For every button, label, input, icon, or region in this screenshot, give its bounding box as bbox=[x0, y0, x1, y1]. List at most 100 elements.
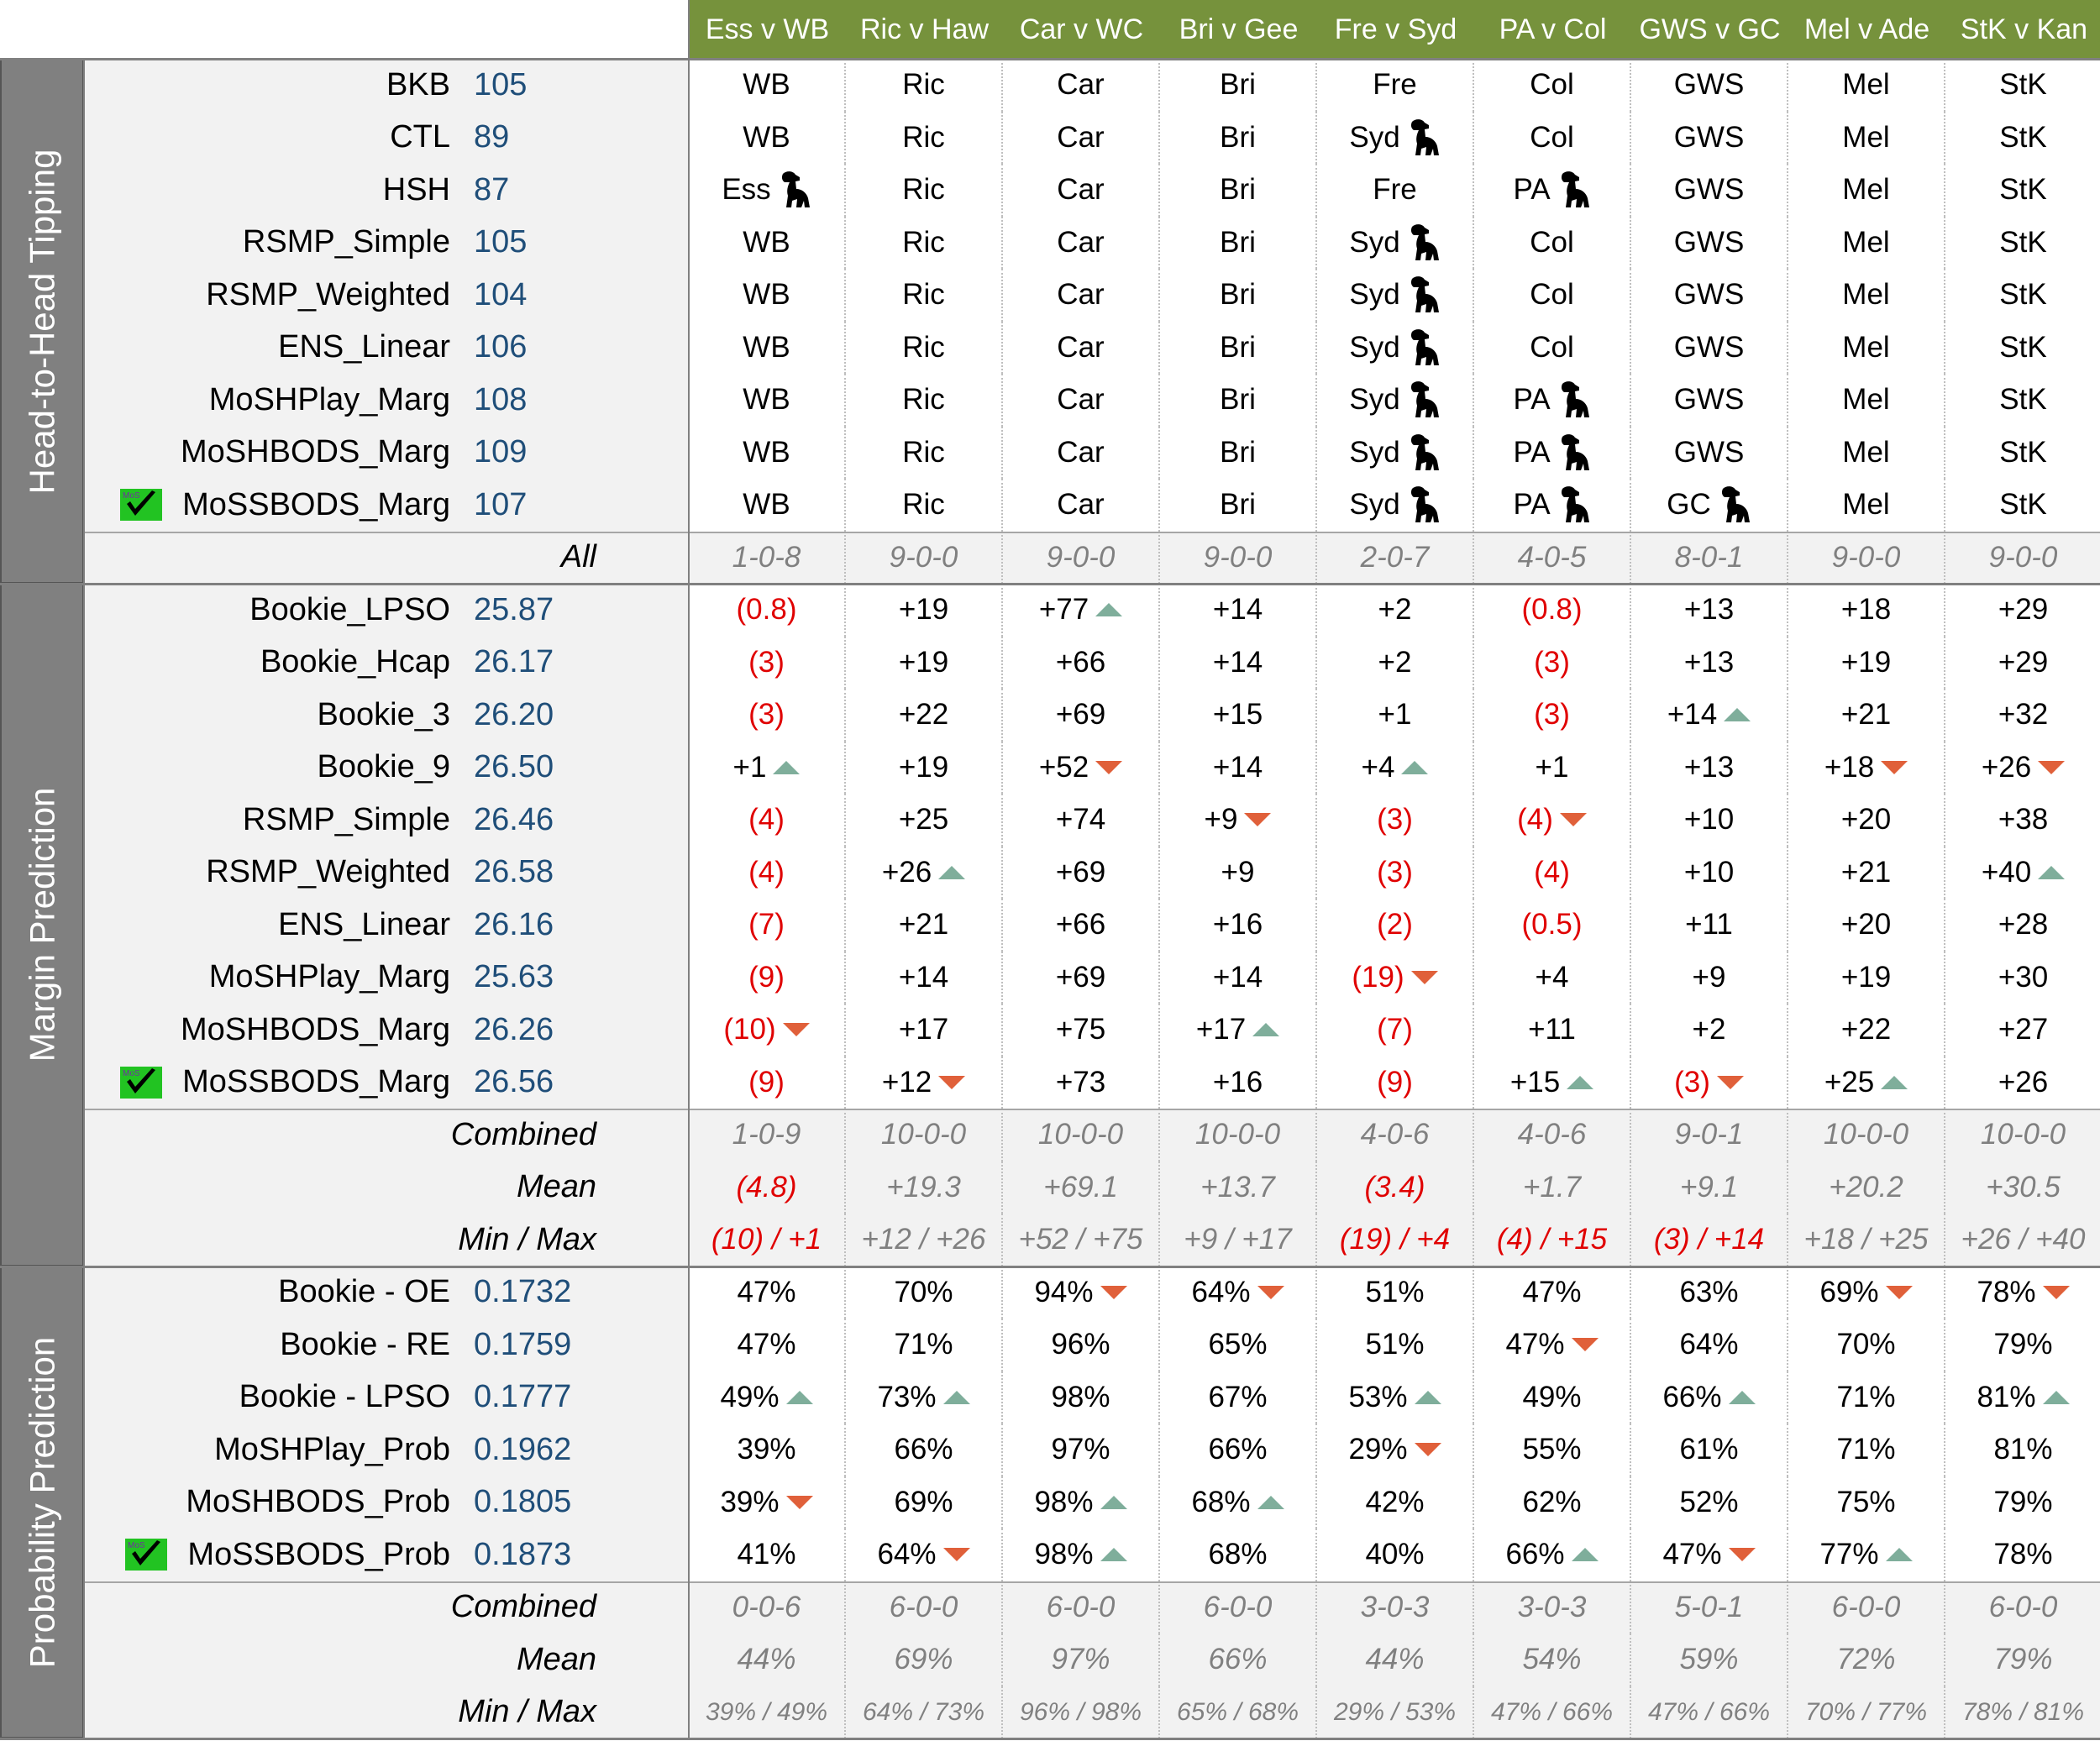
model-score-value: 108 bbox=[474, 381, 528, 417]
underdog-icon bbox=[1410, 381, 1439, 418]
svg-text:MoS: MoS bbox=[123, 491, 140, 501]
prediction-value: (4) bbox=[1517, 803, 1553, 836]
prediction-value: +73 bbox=[1055, 1065, 1106, 1099]
summary-divider bbox=[84, 1581, 2100, 1583]
prediction-cell: 97% bbox=[1003, 1424, 1160, 1476]
summary-value: +9.1 bbox=[1679, 1170, 1739, 1203]
prediction-value: +18 bbox=[1824, 750, 1875, 784]
prediction-value: +66 bbox=[1055, 645, 1106, 679]
prediction-cell: 61% bbox=[1631, 1424, 1788, 1476]
prediction-value: Bri bbox=[1220, 330, 1256, 364]
prediction-value: 64% bbox=[1191, 1275, 1251, 1308]
prediction-value: +1 bbox=[732, 750, 767, 784]
prediction-cell: +12 bbox=[846, 1056, 1003, 1109]
prediction-cell: 79% bbox=[1945, 1319, 2100, 1371]
triangle-up-icon bbox=[1728, 1390, 1756, 1404]
prediction-cell: GWS bbox=[1631, 321, 1788, 374]
summary-value: +9 / +17 bbox=[1184, 1223, 1292, 1256]
prediction-value: (4) bbox=[1534, 855, 1570, 889]
summary-cell: 3-0-3 bbox=[1317, 1581, 1474, 1633]
summary-cell: 78% / 81% bbox=[1945, 1686, 2100, 1738]
prediction-value: 66% bbox=[1208, 1433, 1268, 1466]
summary-cell: 72% bbox=[1788, 1633, 1945, 1686]
prediction-value: (0.8) bbox=[736, 593, 797, 627]
prediction-cell: Car bbox=[1003, 269, 1160, 322]
prediction-cell: (3) bbox=[1474, 689, 1631, 742]
prediction-value: 78% bbox=[1993, 1538, 2053, 1571]
prediction-value: (3) bbox=[1534, 645, 1570, 679]
prediction-value: +1 bbox=[1378, 698, 1412, 732]
section-border bbox=[0, 583, 2100, 585]
prediction-value: 63% bbox=[1679, 1275, 1739, 1308]
prediction-cell: WB bbox=[689, 479, 846, 532]
prediction-cell: 98% bbox=[1003, 1476, 1160, 1529]
prediction-value: +52 bbox=[1038, 750, 1089, 784]
prediction-cell: (19) bbox=[1317, 951, 1474, 1004]
triangle-up-icon bbox=[1567, 1075, 1594, 1089]
prediction-value: +14 bbox=[1212, 645, 1263, 679]
summary-value: 6-0-0 bbox=[1831, 1590, 1901, 1623]
prediction-cell: +19 bbox=[846, 741, 1003, 794]
prediction-cell: +15 bbox=[1160, 689, 1317, 742]
prediction-value: +14 bbox=[898, 960, 949, 994]
prediction-cell: Bri bbox=[1160, 59, 1317, 112]
model-name: MoSHBODS_Marg bbox=[84, 1004, 462, 1057]
prediction-value: +27 bbox=[1998, 1013, 2049, 1046]
prediction-cell: 98% bbox=[1003, 1529, 1160, 1581]
model-score-value: 0.1759 bbox=[474, 1326, 572, 1362]
summary-cell: +12 / +26 bbox=[846, 1214, 1003, 1266]
prediction-value: Mel bbox=[1842, 330, 1890, 364]
summary-value: +20.2 bbox=[1829, 1170, 1903, 1203]
summary-value: 2-0-7 bbox=[1360, 540, 1430, 574]
model-score: 106 bbox=[462, 321, 689, 374]
summary-cell: (10) / +1 bbox=[689, 1214, 846, 1266]
model-name: Bookie_LPSO bbox=[84, 584, 462, 637]
prediction-value: 73% bbox=[877, 1380, 937, 1413]
summary-value: 9-0-0 bbox=[1203, 540, 1273, 574]
prediction-cell: +25 bbox=[1788, 1056, 1945, 1109]
prediction-value: 62% bbox=[1522, 1485, 1582, 1518]
prediction-value: (0.8) bbox=[1521, 593, 1583, 627]
svg-text:MoS: MoS bbox=[128, 1541, 145, 1550]
prediction-cell: Syd bbox=[1317, 374, 1474, 427]
prediction-cell: GWS bbox=[1631, 426, 1788, 479]
prediction-cell: 40% bbox=[1317, 1529, 1474, 1581]
prediction-value: Car bbox=[1057, 120, 1105, 154]
prediction-cell: +77 bbox=[1003, 584, 1160, 637]
summary-cell: (4) / +15 bbox=[1474, 1214, 1631, 1266]
prediction-value: (7) bbox=[1377, 1013, 1413, 1046]
prediction-value: (3) bbox=[1377, 803, 1413, 836]
prediction-cell: +11 bbox=[1631, 899, 1788, 952]
prediction-cell: 75% bbox=[1788, 1476, 1945, 1529]
prediction-cell: 63% bbox=[1631, 1266, 1788, 1319]
model-name: BKB bbox=[84, 59, 462, 112]
prediction-cell: (0.8) bbox=[689, 584, 846, 637]
prediction-value: (10) bbox=[723, 1013, 776, 1046]
prediction-value: 77% bbox=[1819, 1538, 1879, 1571]
prediction-value: StK bbox=[1999, 120, 2047, 154]
summary-value: +12 / +26 bbox=[861, 1223, 986, 1256]
prediction-value: +19 bbox=[898, 645, 949, 679]
prediction-value: Mel bbox=[1842, 278, 1890, 312]
model-score-value: 0.1732 bbox=[474, 1274, 572, 1310]
summary-cell: 10-0-0 bbox=[846, 1109, 1003, 1162]
prediction-cell: Bri bbox=[1160, 479, 1317, 532]
prediction-value: Bri bbox=[1220, 435, 1256, 469]
summary-value: +19.3 bbox=[886, 1170, 961, 1203]
prediction-cell: Bri bbox=[1160, 426, 1317, 479]
prediction-value: 42% bbox=[1365, 1485, 1425, 1518]
model-score: 0.1805 bbox=[462, 1476, 689, 1529]
model-name: Bookie_3 bbox=[84, 689, 462, 742]
prediction-value: +14 bbox=[1667, 698, 1718, 732]
model-name: ENS_Linear bbox=[84, 321, 462, 374]
triangle-up-icon bbox=[1724, 708, 1751, 722]
prediction-value: Syd bbox=[1349, 278, 1400, 312]
prediction-cell: 49% bbox=[1474, 1371, 1631, 1424]
prediction-cell: StK bbox=[1945, 217, 2100, 270]
underdog-icon bbox=[1410, 276, 1439, 313]
prediction-cell: +14 bbox=[1631, 689, 1788, 742]
summary-cell: +20.2 bbox=[1788, 1161, 1945, 1214]
prediction-cell: WB bbox=[689, 374, 846, 427]
model-label: RSMP_Weighted bbox=[206, 854, 450, 890]
summary-cell: 1-0-8 bbox=[689, 531, 846, 584]
